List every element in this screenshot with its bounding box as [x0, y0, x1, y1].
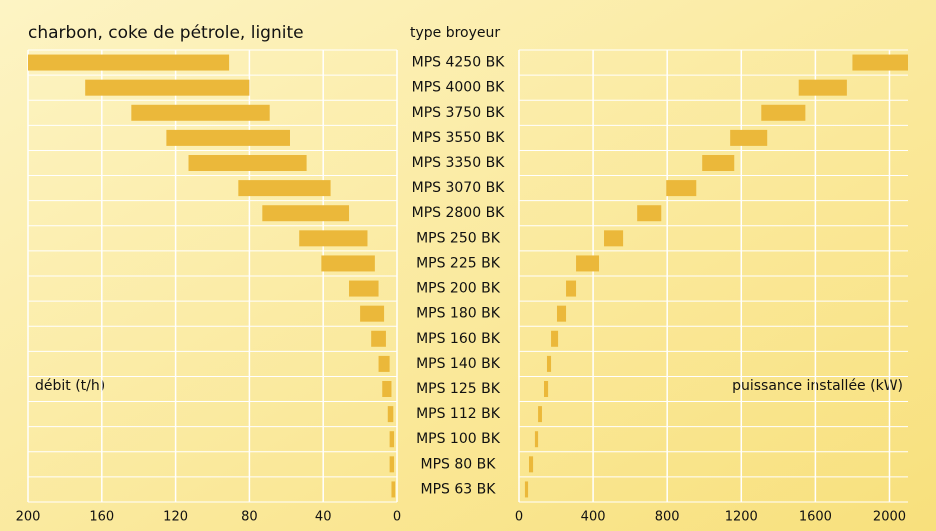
bar: [378, 355, 390, 372]
x-tick-label: 120: [163, 510, 188, 525]
bar: [382, 381, 392, 397]
bar: [666, 180, 697, 197]
bar: [604, 230, 624, 247]
bar: [387, 406, 394, 423]
left-axis-label: débit (t/h): [35, 378, 105, 394]
x2-tick-label: 2000: [873, 510, 906, 525]
bar: [131, 104, 270, 121]
category-label: MPS 63 BK: [421, 481, 497, 497]
bar: [85, 79, 250, 96]
category-label: MPS 160 BK: [416, 331, 501, 347]
category-label: MPS 250 BK: [416, 230, 501, 246]
category-label: MPS 4000 BK: [412, 80, 506, 96]
bar: [551, 330, 559, 347]
x-tick-label: 80: [241, 510, 258, 525]
bar: [798, 79, 847, 96]
category-label: MPS 200 BK: [416, 281, 501, 297]
bar: [702, 155, 735, 171]
bar: [371, 330, 386, 347]
category-label: MPS 4250 BK: [412, 55, 506, 71]
bar: [538, 406, 542, 423]
x2-tick-label: 400: [581, 510, 606, 525]
category-label: MPS 112 BK: [416, 406, 501, 422]
category-label: MPS 3750 BK: [412, 105, 506, 121]
bar: [321, 255, 375, 272]
category-label: MPS 3350 BK: [412, 155, 506, 171]
bar: [299, 230, 368, 247]
category-label: MPS 80 BK: [421, 456, 497, 472]
bar: [637, 205, 662, 222]
bar: [389, 456, 395, 473]
category-label: type broyeur: [410, 25, 500, 41]
x-tick-label: 40: [315, 510, 332, 525]
bar: [730, 129, 768, 146]
right-axis-label: puissance installée (kW): [732, 378, 903, 394]
category-label: MPS 2800 BK: [412, 205, 506, 221]
bar: [556, 305, 567, 322]
bar: [529, 456, 534, 473]
category-label: MPS 125 BK: [416, 381, 501, 397]
category-label: MPS 225 BK: [416, 255, 501, 271]
bar: [262, 205, 350, 222]
x-tick-label: 160: [89, 510, 114, 525]
bar: [188, 155, 307, 171]
x2-tick-label: 0: [515, 510, 523, 525]
bar: [524, 481, 529, 498]
bar: [761, 104, 806, 121]
bar: [349, 280, 379, 297]
bar: [566, 280, 577, 297]
category-label: MPS 3070 BK: [412, 180, 506, 196]
bar: [28, 54, 230, 71]
x2-tick-label: 1600: [799, 510, 832, 525]
x2-tick-label: 800: [655, 510, 680, 525]
bar: [391, 481, 396, 498]
bar: [852, 54, 908, 71]
bar: [544, 381, 549, 397]
category-label: MPS 3550 BK: [412, 130, 506, 146]
bar: [534, 431, 539, 448]
bar: [576, 255, 600, 272]
bar: [389, 431, 395, 448]
bar: [360, 305, 385, 322]
x-tick-label: 0: [393, 510, 401, 525]
bar: [238, 180, 331, 197]
category-label: MPS 180 BK: [416, 306, 501, 322]
category-label: MPS 100 BK: [416, 431, 501, 447]
x2-tick-label: 1200: [725, 510, 758, 525]
bar: [546, 355, 552, 372]
bar: [166, 129, 290, 146]
category-label: MPS 140 BK: [416, 356, 501, 372]
chart-title: charbon, coke de pétrole, lignite: [28, 23, 304, 43]
x-tick-label: 200: [16, 510, 41, 525]
